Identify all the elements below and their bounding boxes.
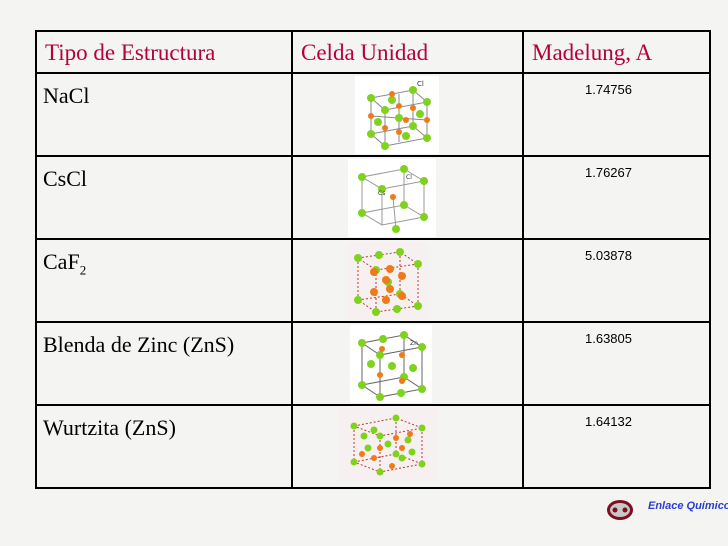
madelung-value-cell: 1.76267	[522, 155, 711, 240]
table-row: CsCl Cs Cl 1.7	[35, 155, 711, 240]
brand-label: Enlace Químico	[648, 500, 728, 512]
structure-name-cell: Blenda de Zinc (ZnS)	[35, 321, 293, 406]
cscl-unit-cell-icon: Cs Cl	[348, 159, 436, 237]
structure-name-cell: CaF2	[35, 238, 293, 323]
unit-cell-cell: Cs Cl	[291, 155, 524, 240]
unit-cell-cell	[291, 404, 524, 489]
madelung-value-cell: 1.63805	[522, 321, 711, 406]
madelung-value: 1.64132	[585, 414, 632, 429]
svg-text:Zn: Zn	[410, 340, 418, 347]
structure-name: Blenda de Zinc (ZnS)	[43, 332, 235, 357]
structure-name-cell: NaCl	[35, 72, 293, 157]
svg-text:Cs: Cs	[378, 190, 385, 197]
structure-name: CaF2	[43, 249, 86, 278]
svg-text:Cl: Cl	[406, 174, 412, 181]
formula-main: CaF	[43, 249, 80, 274]
madelung-value: 1.63805	[585, 331, 632, 346]
unit-cell-cell	[291, 238, 524, 323]
madelung-value-cell: 1.64132	[522, 404, 711, 489]
madelung-value: 5.03878	[585, 248, 632, 263]
wurtzite-unit-cell-icon	[338, 408, 438, 482]
header-row: Tipo de Estructura Celda Unidad Madelung…	[35, 30, 711, 74]
header-cell-cell: Celda Unidad	[291, 30, 524, 74]
structure-name-cell: Wurtzita (ZnS)	[35, 404, 293, 489]
madelung-table: Tipo de Estructura Celda Unidad Madelung…	[35, 30, 711, 489]
header-structure: Tipo de Estructura	[45, 40, 216, 65]
formula-subscript: 2	[79, 262, 87, 278]
logo-icon	[607, 500, 633, 520]
table-row: Wurtzita (ZnS)	[35, 404, 711, 489]
zinc-blende-unit-cell-icon: Zn	[350, 325, 432, 403]
svg-text:Cl: Cl	[417, 80, 424, 88]
header-madelung: Madelung, A	[532, 40, 653, 65]
header-unit-cell: Celda Unidad	[301, 40, 429, 65]
unit-cell-cell: Cl	[291, 72, 524, 157]
madelung-value-cell: 5.03878	[522, 238, 711, 323]
header-madelung-cell: Madelung, A	[522, 30, 711, 74]
structure-name: CsCl	[43, 166, 88, 191]
table-row: Blenda de Zinc (ZnS)	[35, 321, 711, 406]
table-row: NaCl	[35, 72, 711, 157]
nacl-unit-cell-icon: Cl	[355, 76, 439, 154]
caf2-unit-cell-icon	[348, 242, 428, 320]
madelung-value-cell: 1.74756	[522, 72, 711, 157]
structure-name: NaCl	[43, 83, 90, 108]
header-structure-cell: Tipo de Estructura	[35, 30, 293, 74]
structure-name: Wurtzita (ZnS)	[43, 415, 176, 440]
madelung-value: 1.74756	[585, 82, 632, 97]
table-row: CaF2	[35, 238, 711, 323]
madelung-value: 1.76267	[585, 165, 632, 180]
structure-name-cell: CsCl	[35, 155, 293, 240]
unit-cell-cell: Zn	[291, 321, 524, 406]
